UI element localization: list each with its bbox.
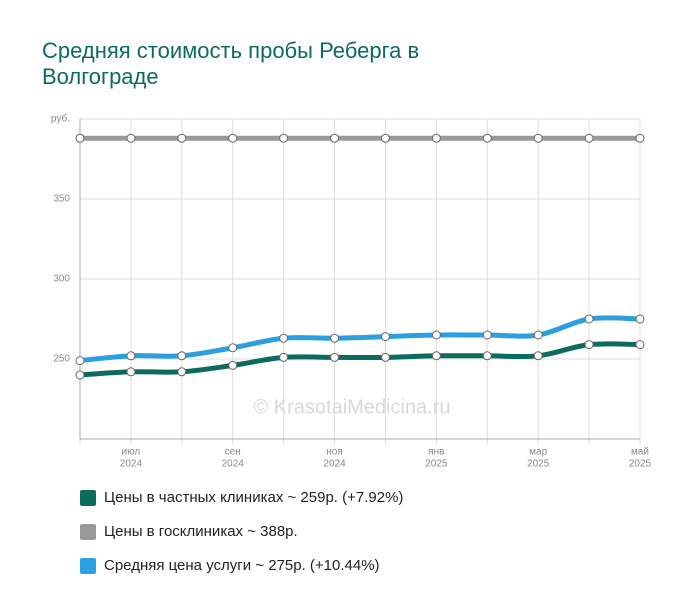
x-tick-label: 2025: [425, 459, 448, 470]
data-point: [75, 356, 85, 366]
data-point: [635, 133, 645, 143]
data-point: [228, 133, 238, 143]
data-point: [279, 333, 289, 343]
x-tick-label: 2025: [527, 459, 550, 470]
data-point: [584, 314, 594, 324]
x-tick-label: июл: [122, 447, 141, 458]
x-tick-label: ноя: [326, 447, 343, 458]
data-point: [635, 314, 645, 324]
x-tick-label: 2025: [629, 459, 652, 470]
data-point: [126, 367, 136, 377]
data-point: [228, 360, 238, 370]
x-tick-label: сен: [225, 447, 241, 458]
data-point: [177, 351, 187, 361]
y-tick-label: 300: [53, 274, 70, 285]
data-point: [482, 330, 492, 340]
chart-title: Волгограде: [42, 64, 159, 89]
data-point: [279, 133, 289, 143]
data-point: [75, 370, 85, 380]
data-point: [126, 351, 136, 361]
data-point: [533, 351, 543, 361]
y-tick-label: руб.: [51, 113, 70, 125]
data-point: [126, 133, 136, 143]
data-point: [228, 343, 238, 353]
data-point: [380, 332, 390, 342]
data-point: [533, 330, 543, 340]
y-tick-label: 350: [53, 194, 70, 205]
data-point: [330, 333, 340, 343]
data-point: [330, 352, 340, 362]
data-point: [279, 352, 289, 362]
chart-title: Средняя стоимость пробы Реберга в: [42, 38, 419, 63]
legend-swatch: [80, 558, 96, 574]
data-point: [431, 133, 441, 143]
data-point: [482, 133, 492, 143]
data-point: [75, 133, 85, 143]
data-point: [584, 340, 594, 350]
data-point: [380, 352, 390, 362]
data-point: [330, 133, 340, 143]
y-tick-label: 250: [53, 354, 70, 365]
data-point: [177, 133, 187, 143]
data-point: [482, 351, 492, 361]
x-tick-label: 2024: [222, 459, 245, 470]
x-tick-label: мар: [529, 447, 547, 458]
x-tick-label: 2024: [323, 459, 346, 470]
x-tick-label: 2024: [120, 459, 143, 470]
data-point: [635, 340, 645, 350]
legend-label: Средняя цена услуги ~ 275р. (+10.44%): [104, 557, 380, 574]
data-point: [533, 133, 543, 143]
legend-label: Цены в госклиниках ~ 388р.: [104, 523, 298, 540]
legend-swatch: [80, 490, 96, 506]
x-tick-label: янв: [428, 447, 444, 458]
data-point: [431, 330, 441, 340]
legend-swatch: [80, 524, 96, 540]
data-point: [177, 367, 187, 377]
legend-label: Цены в частных клиниках ~ 259р. (+7.92%): [104, 489, 403, 506]
data-point: [380, 133, 390, 143]
x-tick-label: май: [631, 447, 649, 458]
data-point: [584, 133, 594, 143]
data-point: [431, 351, 441, 361]
watermark: © KrasotaiMedicina.ru: [253, 396, 450, 418]
